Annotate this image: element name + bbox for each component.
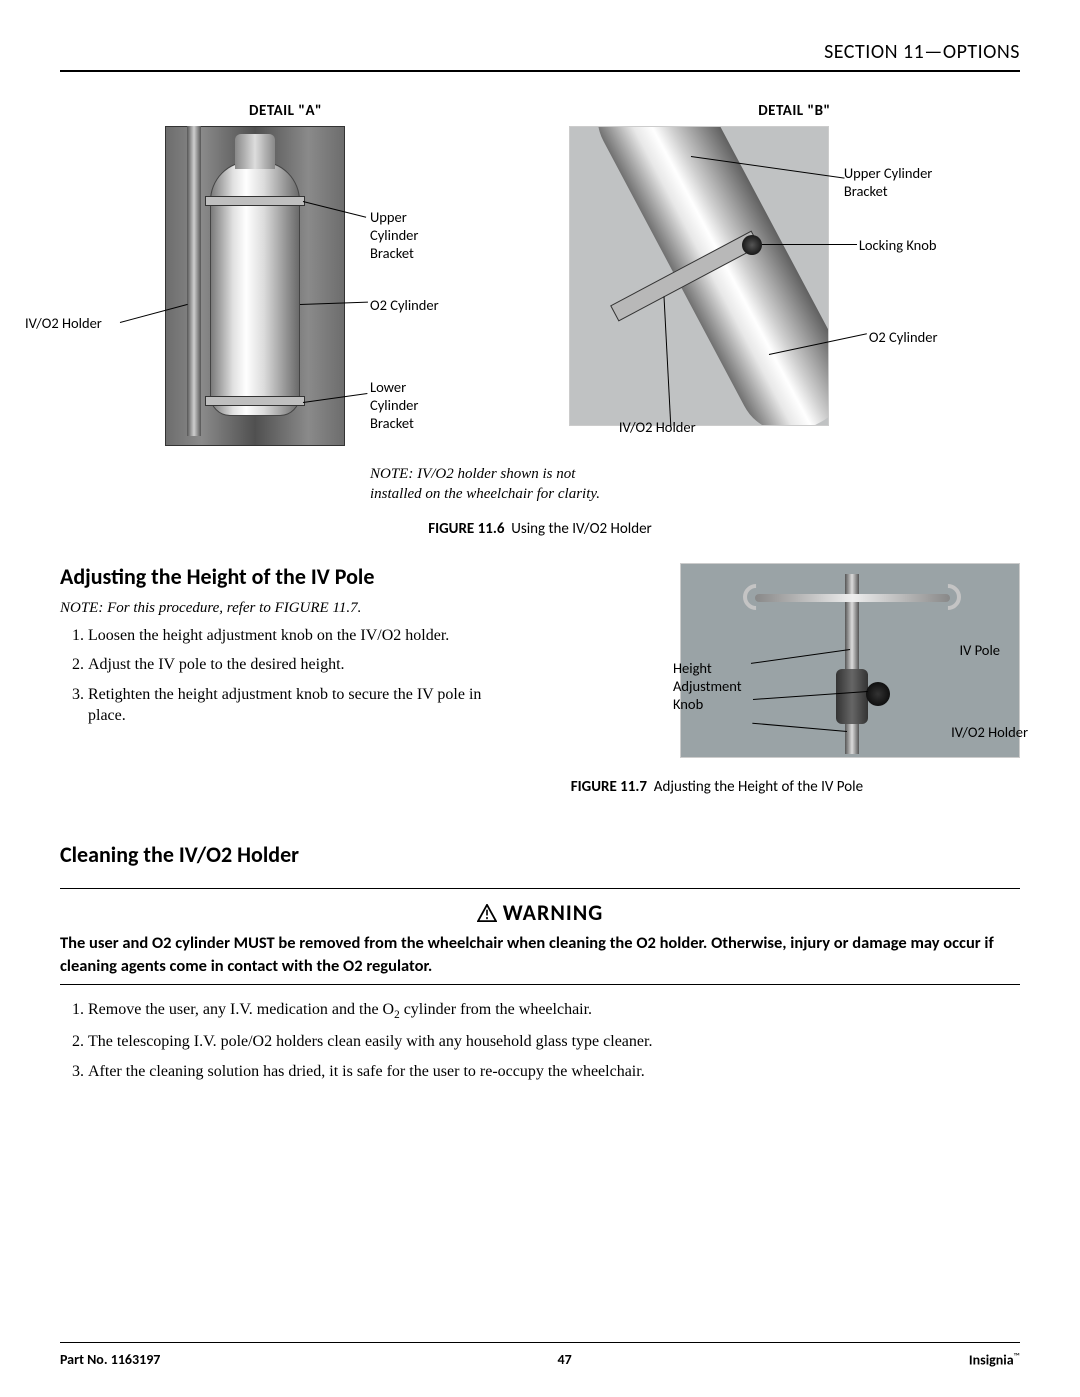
t: installed on the wheelchair for clarity. bbox=[370, 486, 600, 502]
detail-b-diagram: Upper Cylinder Bracket Locking Knob O2 C… bbox=[569, 126, 1020, 446]
divider bbox=[60, 984, 1020, 985]
fig-11-7-col: Height Adjustment Knob IV Pole IV/O2 Hol… bbox=[541, 563, 1020, 821]
label-upper-bracket-b: Upper Cylinder Bracket bbox=[844, 164, 933, 200]
cleaning-heading: Cleaning the IV/O2 Holder bbox=[60, 841, 1020, 868]
t: Lower bbox=[370, 378, 406, 396]
upper-bracket-a bbox=[205, 196, 305, 206]
trademark-symbol: ™ bbox=[1014, 1351, 1020, 1362]
iv-hook-left bbox=[738, 578, 775, 615]
detail-a: DETAIL "A" IV/O2 Holder Upper Cylinder B… bbox=[60, 102, 511, 446]
iv-hook-right bbox=[930, 578, 967, 615]
detail-row: DETAIL "A" IV/O2 Holder Upper Cylinder B… bbox=[60, 102, 1020, 446]
list-item: Retighten the height adjustment knob to … bbox=[88, 684, 521, 727]
cylinder-valve-a bbox=[235, 134, 275, 169]
warning-body: The user and O2 cylinder MUST be removed… bbox=[60, 932, 1020, 978]
t: Cylinder bbox=[370, 226, 418, 244]
t: cylinder from the wheelchair. bbox=[400, 1001, 592, 1018]
label-ivo2-holder-a: IV/O2 Holder bbox=[25, 314, 102, 332]
fig-num: FIGURE 11.7 bbox=[571, 778, 647, 796]
t: Upper bbox=[370, 208, 407, 226]
label-o2-cylinder-a: O2 Cylinder bbox=[370, 296, 439, 314]
adjust-height-row: Adjusting the Height of the IV Pole NOTE… bbox=[60, 563, 1020, 821]
t: Height bbox=[673, 659, 712, 677]
label-o2-cylinder-b: O2 Cylinder bbox=[869, 328, 938, 346]
warning-icon bbox=[477, 904, 497, 922]
warning-title: WARNING bbox=[60, 899, 1020, 926]
label-iv-pole: IV Pole bbox=[959, 641, 1000, 659]
fig-title: Adjusting the Height of the IV Pole bbox=[654, 778, 863, 796]
t: Remove the user, any I.V. medication and… bbox=[88, 1001, 394, 1018]
t: Cylinder bbox=[370, 396, 418, 414]
list-item: Adjust the IV pole to the desired height… bbox=[88, 654, 521, 676]
figure-11-6-note: NOTE: IV/O2 holder shown is not installe… bbox=[370, 464, 1020, 505]
detail-b: DETAIL "B" Upper Cylinder Bracket Lockin… bbox=[569, 102, 1020, 446]
warning-block: WARNING The user and O2 cylinder MUST be… bbox=[60, 888, 1020, 985]
list-item: Remove the user, any I.V. medication and… bbox=[88, 999, 1020, 1023]
footer-page-no: 47 bbox=[558, 1351, 572, 1369]
iv-holder-body bbox=[836, 669, 868, 724]
pole-a bbox=[187, 126, 201, 436]
t: NOTE: IV/O2 holder shown is not bbox=[370, 466, 575, 482]
t: Bracket bbox=[844, 182, 888, 200]
t: Bracket bbox=[370, 414, 414, 432]
list-item: The telescoping I.V. pole/O2 holders cle… bbox=[88, 1031, 1020, 1053]
label-ivo2-holder-b: IV/O2 Holder bbox=[619, 418, 696, 436]
label-height-knob: Height Adjustment Knob bbox=[673, 659, 742, 713]
lower-bracket-a bbox=[205, 396, 305, 406]
footer-brand: Insignia™ bbox=[969, 1351, 1020, 1369]
t: Upper Cylinder bbox=[844, 164, 933, 182]
detail-a-diagram: IV/O2 Holder Upper Cylinder Bracket O2 C… bbox=[60, 126, 511, 446]
figure-11-6-caption: FIGURE 11.6 Using the IV/O2 Holder bbox=[60, 520, 1020, 538]
fig-num: FIGURE 11.6 bbox=[428, 520, 504, 538]
adjust-note: NOTE: For this procedure, refer to FIGUR… bbox=[60, 600, 521, 617]
figure-11-7-caption: FIGURE 11.7 Adjusting the Height of the … bbox=[571, 778, 1020, 796]
cleaning-steps: Remove the user, any I.V. medication and… bbox=[60, 999, 1020, 1082]
fig-title: Using the IV/O2 Holder bbox=[511, 520, 652, 538]
lead-line bbox=[762, 244, 857, 245]
divider bbox=[60, 888, 1020, 889]
height-adjustment-knob bbox=[866, 682, 890, 706]
label-ivo2-holder-117: IV/O2 Holder bbox=[951, 723, 1028, 741]
iv-crossbar bbox=[755, 594, 950, 602]
warning-word: WARNING bbox=[503, 899, 604, 926]
list-item: Loosen the height adjustment knob on the… bbox=[88, 625, 521, 647]
label-upper-bracket-a: Upper Cylinder Bracket bbox=[370, 208, 418, 262]
page-footer: Part No. 1163197 47 Insignia™ bbox=[60, 1342, 1020, 1369]
label-lower-bracket-a: Lower Cylinder Bracket bbox=[370, 378, 418, 432]
list-item: After the cleaning solution has dried, i… bbox=[88, 1061, 1020, 1083]
t: Bracket bbox=[370, 244, 414, 262]
adjust-heading: Adjusting the Height of the IV Pole bbox=[60, 563, 521, 590]
adjust-steps: Loosen the height adjustment knob on the… bbox=[60, 625, 521, 727]
footer-part-no: Part No. 1163197 bbox=[60, 1351, 160, 1369]
detail-a-title: DETAIL "A" bbox=[60, 102, 511, 120]
t: Adjustment bbox=[673, 677, 742, 695]
brand-text: Insignia bbox=[969, 1352, 1014, 1369]
detail-b-title: DETAIL "B" bbox=[569, 102, 1020, 120]
adjust-text-col: Adjusting the Height of the IV Pole NOTE… bbox=[60, 563, 521, 821]
locking-knob-b bbox=[742, 235, 762, 255]
t: Knob bbox=[673, 695, 703, 713]
section-header: SECTION 11—OPTIONS bbox=[60, 40, 1020, 72]
label-locking-knob-b: Locking Knob bbox=[859, 236, 937, 254]
